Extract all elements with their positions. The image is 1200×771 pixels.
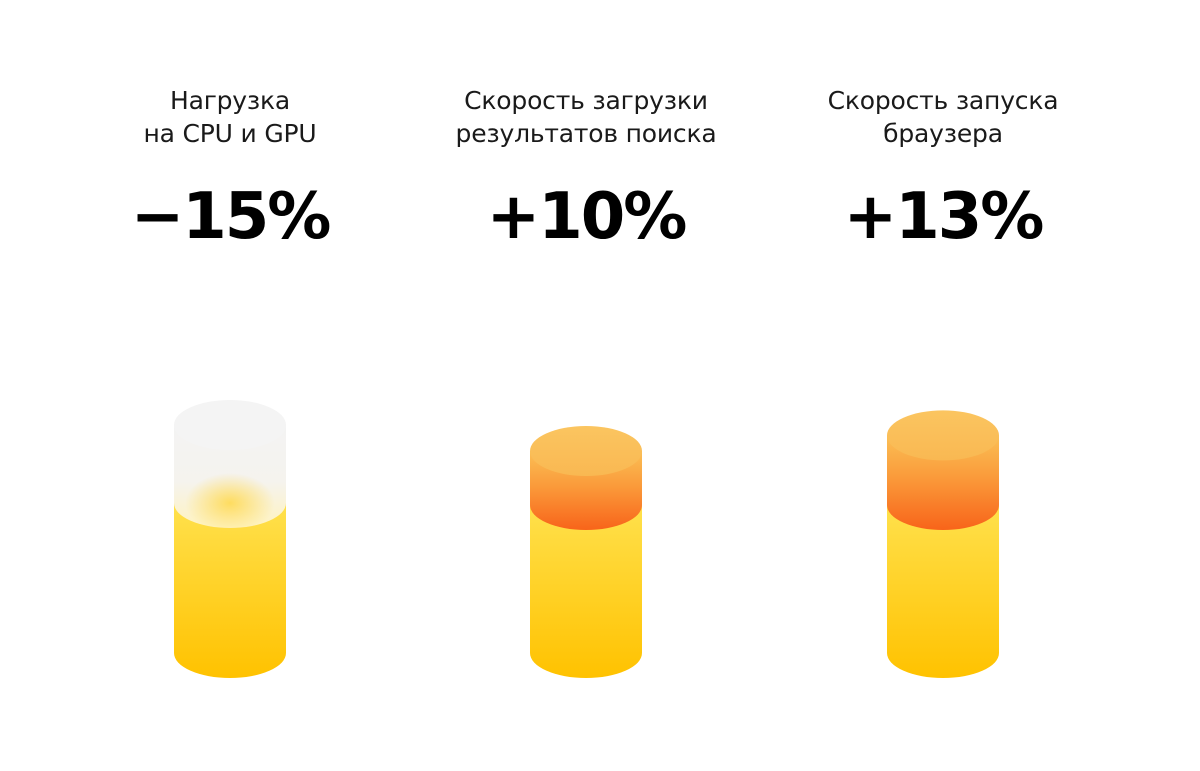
- metric-label-line: результатов поиска: [455, 119, 717, 148]
- bar-decrease-1-glow: [185, 473, 275, 533]
- metric-label-line: Нагрузка: [169, 86, 291, 115]
- metric-label-1: Нагрузка на CPU и GPU: [60, 84, 400, 150]
- bar-decrease-1-top: [174, 400, 286, 450]
- bar-base-3-body: [887, 503, 999, 678]
- bar-decrease-1: [174, 400, 286, 533]
- metric-label-line: Скорость запуска: [827, 86, 1059, 115]
- metric-label-line: на CPU и GPU: [143, 119, 317, 148]
- metric-label-line: браузера: [883, 119, 1003, 148]
- bars-layer: [174, 400, 999, 678]
- bar-base-2-body: [530, 503, 642, 678]
- bar-increase-2-top: [530, 426, 642, 476]
- bar-group-1: [174, 400, 286, 678]
- metric-value-2: +10%: [486, 180, 688, 254]
- metric-label-line: Скорость загрузки: [464, 86, 708, 115]
- bar-group-3: [887, 410, 999, 678]
- metric-value-3: +13%: [843, 180, 1045, 254]
- bar-increase-3: [887, 410, 999, 530]
- bar-increase-3-body: [887, 435, 999, 530]
- bar-group-2: [530, 426, 642, 678]
- bar-increase-2: [530, 426, 642, 530]
- metric-label-3: Скорость запуска браузера: [773, 84, 1113, 150]
- metric-label-2: Скорость загрузки результатов поиска: [416, 84, 756, 150]
- metric-value-1: −15%: [130, 180, 332, 254]
- bar-increase-3-top: [887, 410, 999, 461]
- bar-base-1-body: [174, 503, 286, 678]
